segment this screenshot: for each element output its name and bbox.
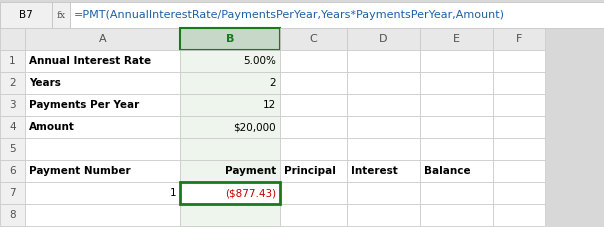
Bar (180, 72, 280, 94)
Bar (0, 182, 25, 204)
Text: Balance: Balance (424, 166, 471, 176)
Bar (280, 94, 347, 116)
Bar (180, 116, 280, 138)
Bar (493, 138, 545, 160)
Bar (420, 116, 493, 138)
Bar (0, 204, 25, 226)
Bar (347, 204, 420, 226)
Bar (52, 2, 70, 28)
Text: Amount: Amount (29, 122, 75, 132)
Bar (493, 50, 545, 72)
Bar (493, 116, 545, 138)
Bar (180, 160, 280, 182)
Bar (347, 94, 420, 116)
Text: 4: 4 (9, 122, 16, 132)
Text: =PMT(AnnualInterestRate/PaymentsPerYear,Years*PaymentsPerYear,Amount): =PMT(AnnualInterestRate/PaymentsPerYear,… (74, 10, 505, 20)
Bar (0, 0, 604, 3)
Bar (0, 72, 25, 94)
Text: Principal: Principal (284, 166, 336, 176)
Text: B7: B7 (19, 10, 33, 20)
Bar (420, 204, 493, 226)
Bar (347, 72, 420, 94)
Bar (420, 182, 493, 204)
Text: E: E (453, 34, 460, 44)
Bar (280, 28, 347, 50)
Bar (347, 50, 420, 72)
Bar (0, 138, 25, 160)
Bar (0, 2, 52, 28)
Text: 8: 8 (9, 210, 16, 220)
Bar (25, 204, 180, 226)
Bar (180, 50, 280, 72)
Text: 5: 5 (9, 144, 16, 154)
Bar (0, 50, 25, 72)
Text: ($877.43): ($877.43) (225, 188, 276, 198)
Text: Annual Interest Rate: Annual Interest Rate (29, 56, 151, 66)
Text: 5.00%: 5.00% (243, 56, 276, 66)
Bar (493, 94, 545, 116)
Bar (280, 160, 347, 182)
Bar (493, 182, 545, 204)
Bar (25, 182, 180, 204)
Text: Payment: Payment (225, 166, 276, 176)
Bar (420, 138, 493, 160)
Bar (420, 28, 493, 50)
Bar (25, 94, 180, 116)
Text: C: C (310, 34, 317, 44)
Bar (420, 94, 493, 116)
Bar (347, 138, 420, 160)
Bar (280, 116, 347, 138)
Bar (25, 50, 180, 72)
Bar (280, 72, 347, 94)
Bar (180, 204, 280, 226)
Text: 1: 1 (9, 56, 16, 66)
Bar (280, 138, 347, 160)
Bar (25, 116, 180, 138)
Text: 2: 2 (9, 78, 16, 88)
Text: 6: 6 (9, 166, 16, 176)
Text: 7: 7 (9, 188, 16, 198)
Text: Payments Per Year: Payments Per Year (29, 100, 140, 110)
Bar (180, 28, 280, 50)
Bar (0, 160, 25, 182)
Bar (420, 72, 493, 94)
Bar (180, 138, 280, 160)
Text: F: F (516, 34, 522, 44)
Text: Years: Years (29, 78, 61, 88)
Bar (347, 28, 420, 50)
Text: 12: 12 (263, 100, 276, 110)
Bar (0, 28, 25, 50)
Text: 1: 1 (169, 188, 176, 198)
Bar (493, 72, 545, 94)
Bar (280, 50, 347, 72)
Bar (493, 28, 545, 50)
Bar (493, 160, 545, 182)
Bar (180, 182, 280, 204)
Text: $20,000: $20,000 (233, 122, 276, 132)
Bar (25, 28, 180, 50)
Bar (420, 160, 493, 182)
Text: A: A (98, 34, 106, 44)
Bar (280, 182, 347, 204)
Text: 2: 2 (269, 78, 276, 88)
Bar (25, 138, 180, 160)
Bar (347, 116, 420, 138)
Text: fx: fx (56, 10, 66, 20)
Bar (180, 94, 280, 116)
Bar (420, 50, 493, 72)
Bar (25, 160, 180, 182)
Text: B: B (226, 34, 234, 44)
Bar (0, 116, 25, 138)
Text: 3: 3 (9, 100, 16, 110)
Bar (493, 204, 545, 226)
Bar (347, 160, 420, 182)
Bar (347, 182, 420, 204)
Text: Interest: Interest (351, 166, 398, 176)
Bar (0, 94, 25, 116)
Text: D: D (379, 34, 388, 44)
Text: Payment Number: Payment Number (29, 166, 130, 176)
Bar (70, 2, 604, 28)
Bar (280, 204, 347, 226)
Bar (25, 72, 180, 94)
